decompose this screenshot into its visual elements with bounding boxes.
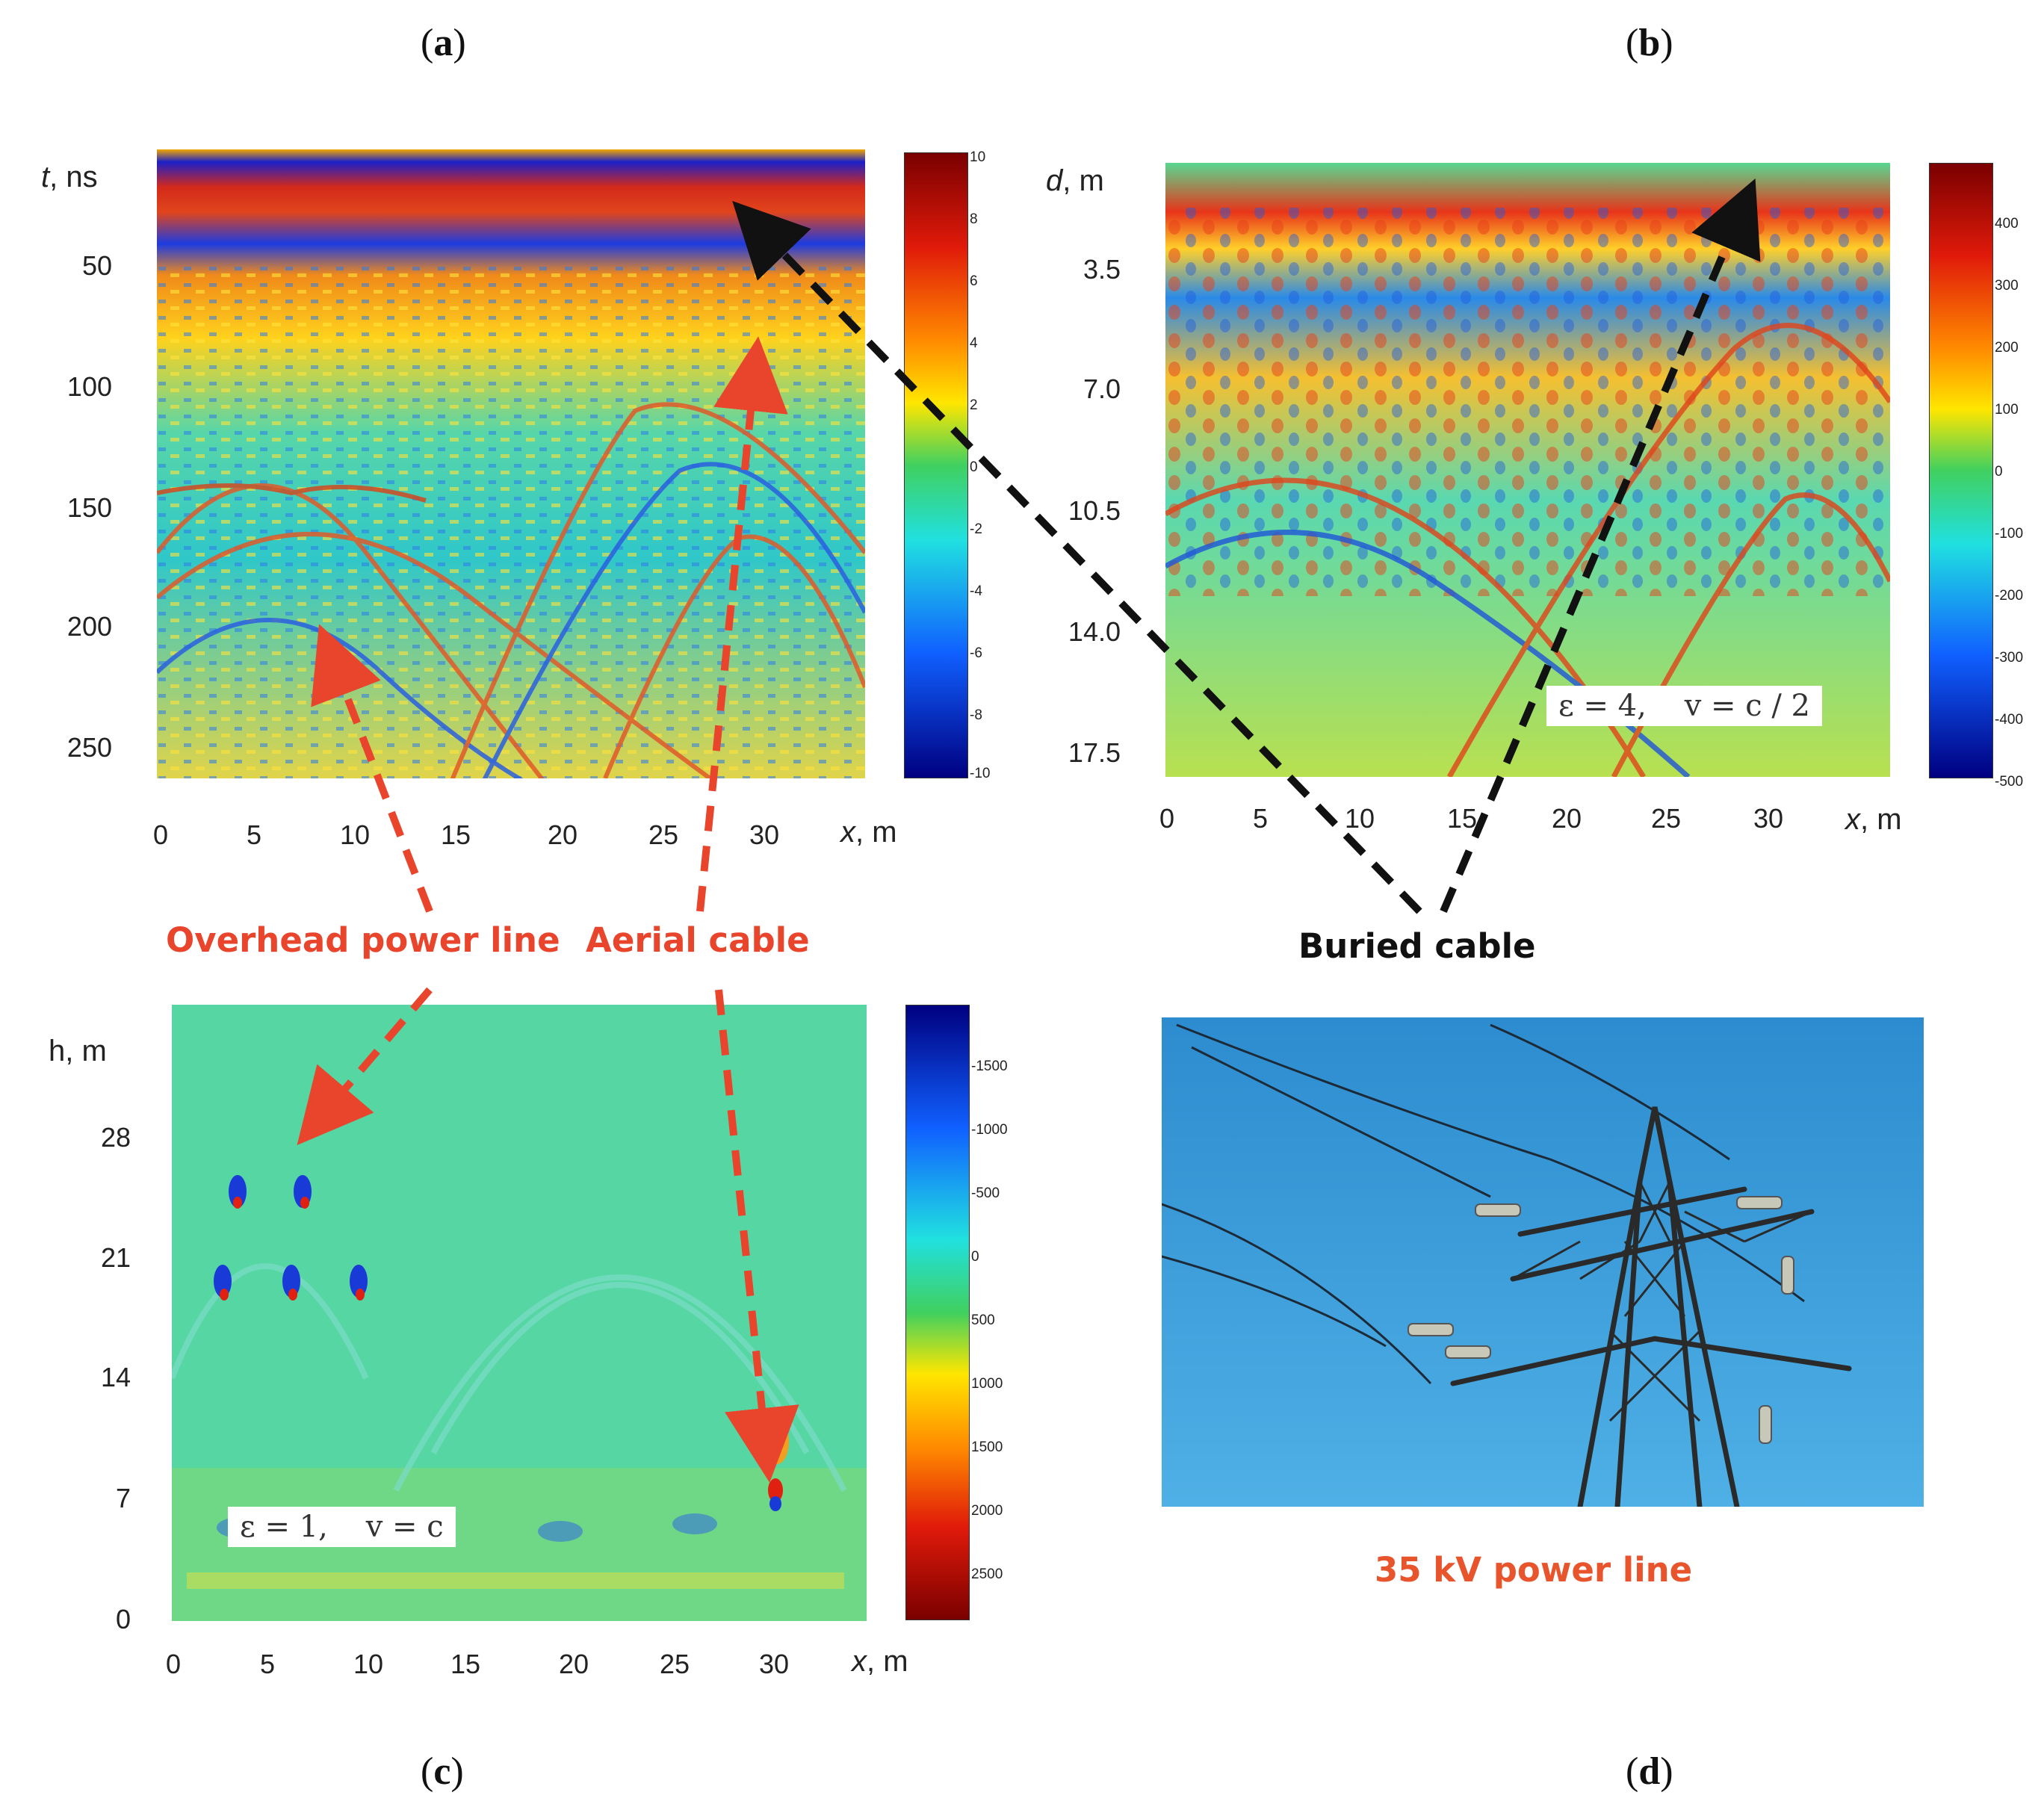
panel-a-xtick: 0 [153, 819, 169, 850]
panel-c-xtick: 20 [559, 1649, 589, 1679]
panel-b-ytick: 3.5 [1083, 254, 1121, 285]
panel-a-colorbar-tick: 10 [970, 149, 986, 165]
panel-b-colorbar-tick: -500 [1995, 774, 2024, 790]
power-tower-illustration [1162, 1017, 1924, 1507]
panel-c-ytick: 14 [100, 1362, 131, 1392]
panel-a-ytick: 50 [81, 250, 112, 281]
panel-a-colorbar-tick: 6 [970, 273, 978, 289]
panel-c-ytick: 28 [100, 1122, 131, 1153]
panel-a-colorbar-tick: 8 [970, 211, 978, 227]
panel-a-colorbar-tick: -8 [970, 707, 982, 723]
power-line-photo [1162, 1017, 1924, 1507]
panel-c-colorbar-tick: 1000 [971, 1376, 1003, 1392]
panel-a-ytick: 150 [66, 492, 112, 523]
overhead-power-line-label: Overhead power line [166, 920, 560, 960]
panel-a-xlabel: x, m [840, 816, 897, 849]
panel-a-xtick: 20 [548, 819, 578, 850]
panel-b-xlabel: x, m [1845, 803, 1902, 836]
panel-a-xtick: 5 [247, 819, 262, 850]
panel-b-colorbar-tick: -400 [1995, 712, 2024, 728]
panel-c-colorbar-tick: 0 [971, 1249, 979, 1265]
panel-b-xtick: 20 [1552, 803, 1582, 834]
panel-b-formula: ε = 4, v = c / 2 [1546, 686, 1822, 726]
panel-c-colorbar-tick: 2500 [971, 1566, 1003, 1582]
panel-c-xtick: 15 [450, 1649, 481, 1679]
panel-b-xtick: 10 [1345, 803, 1375, 834]
panel-a-radargram [157, 149, 865, 778]
panel-c-xtick: 0 [166, 1649, 182, 1679]
panel-c-xtick: 5 [260, 1649, 276, 1679]
panel-b-ytick: 7.0 [1083, 374, 1121, 404]
panel-c-colorbar-tick: 1500 [971, 1439, 1003, 1455]
panel-b-colorbar-tick: -200 [1995, 588, 2024, 604]
panel-b-colorbar [1929, 163, 1993, 778]
panel-c-ytick: 0 [115, 1604, 131, 1634]
panel-a-colorbar [904, 152, 968, 778]
panel-a-radargram-image [157, 149, 865, 778]
panel-a-colorbar-tick: -2 [970, 521, 982, 537]
panel-letter-c: (c) [421, 1750, 464, 1793]
panel-a-colorbar-tick: -4 [970, 583, 982, 599]
panel-c-ytick: 7 [115, 1483, 131, 1513]
panel-c-colorbar-tick: 500 [971, 1312, 995, 1328]
panel-b-colorbar-tick: -100 [1995, 526, 2024, 542]
panel-letter-a: (a) [421, 22, 466, 64]
panel-c-xtick: 30 [759, 1649, 790, 1679]
panel-c-xlabel: x, m [852, 1645, 908, 1678]
panel-c-colorbar-tick: -1500 [971, 1059, 1008, 1074]
panel-c-xtick: 10 [353, 1649, 384, 1679]
panel-b-ylabel: d, m [1046, 164, 1104, 197]
panel-b-ytick: 17.5 [1068, 737, 1121, 768]
panel-c-colorbar-tick: -1000 [971, 1122, 1008, 1138]
panel-b-xtick: 5 [1253, 803, 1269, 834]
panel-c-ylabel: h, m [49, 1035, 107, 1067]
power-line-caption: 35 kV power line [1375, 1550, 1693, 1590]
panel-c-colorbar-tick: 2000 [971, 1503, 1003, 1519]
panel-b-xtick: 0 [1159, 803, 1175, 834]
panel-b-ytick: 10.5 [1068, 495, 1121, 526]
panel-b-ytick: 14.0 [1068, 616, 1121, 647]
panel-a-ylabel: t, ns [41, 161, 98, 193]
panel-a-xtick: 25 [648, 819, 679, 850]
panel-c-colorbar-gradient [906, 1005, 969, 1620]
panel-a-ytick: 200 [66, 611, 112, 642]
panel-b-colorbar-tick: -300 [1995, 650, 2024, 666]
panel-a-colorbar-tick: 0 [970, 459, 978, 475]
panel-b-colorbar-tick: 100 [1995, 402, 2019, 418]
panel-b-colorbar-gradient [1930, 164, 1992, 778]
panel-c-formula: ε = 1, v = c [228, 1507, 456, 1547]
panel-b-xtick: 30 [1753, 803, 1784, 834]
panel-a-xtick: 10 [340, 819, 371, 850]
panel-a-xtick: 30 [749, 819, 780, 850]
panel-b-xtick: 25 [1651, 803, 1682, 834]
panel-c-colorbar [905, 1005, 970, 1620]
panel-a-xtick: 15 [441, 819, 471, 850]
panel-b-colorbar-tick: 200 [1995, 340, 2019, 356]
panel-c-xtick: 25 [660, 1649, 690, 1679]
panel-b-migrated-image-render [1165, 163, 1890, 777]
panel-a-ytick: 250 [66, 732, 112, 763]
panel-b-colorbar-tick: 400 [1995, 216, 2019, 232]
panel-b-migrated-image [1165, 163, 1890, 777]
panel-a-colorbar-tick: 2 [970, 397, 978, 413]
aerial-cable-label: Aerial cable [586, 920, 810, 960]
panel-c-ytick: 21 [100, 1242, 131, 1273]
panel-a-colorbar-tick: -6 [970, 645, 982, 661]
panel-letter-d: (d) [1626, 1750, 1673, 1793]
buried-cable-label: Buried cable [1298, 926, 1536, 966]
panel-b-colorbar-tick: 0 [1995, 464, 2003, 480]
panel-c-colorbar-tick: -500 [971, 1186, 1000, 1201]
panel-b-colorbar-tick: 300 [1995, 278, 2019, 294]
panel-a-colorbar-tick: -10 [970, 766, 991, 781]
panel-a-ytick: 100 [66, 371, 112, 402]
panel-a-colorbar-gradient [905, 153, 967, 778]
panel-b-xtick: 15 [1447, 803, 1478, 834]
panel-letter-b: (b) [1626, 22, 1673, 64]
panel-a-colorbar-tick: 4 [970, 335, 978, 351]
